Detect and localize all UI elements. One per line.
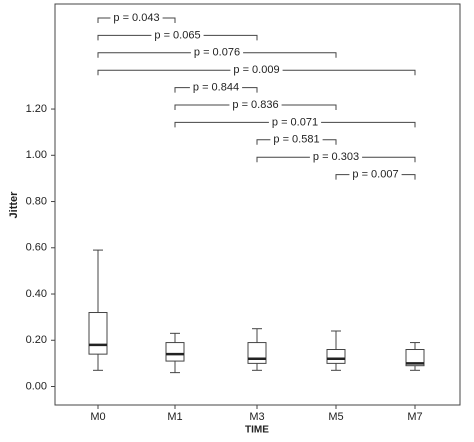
significance-bracket [256,156,416,163]
significance-bracket [335,174,416,180]
significance-bracket [174,104,337,110]
y-tick-label: 1.00 [26,149,47,161]
box [247,342,267,364]
significance-bracket [256,139,337,145]
p-value-label: p = 0.303 [313,151,359,163]
x-tick-label: M0 [90,411,105,423]
x-axis-label: TIME [245,425,269,436]
p-value-label: p = 0.076 [194,47,240,59]
y-tick-label: 1.20 [26,103,47,115]
x-tick-label: M3 [249,411,264,423]
p-value-label: p = 0.071 [272,116,318,128]
significance-bracket [174,121,416,128]
significance-bracket [97,17,176,23]
box [165,342,185,362]
p-value-label: p = 0.043 [113,12,159,24]
y-tick-label: 0.80 [26,195,47,207]
significance-bracket [97,52,337,58]
p-value-label: p = 0.581 [273,134,319,146]
y-tick-label: 0.00 [26,380,47,392]
p-value-label: p = 0.007 [352,169,398,181]
box [88,312,108,355]
y-tick-label: 0.40 [26,288,47,300]
box [405,349,425,367]
y-tick-label: 0.20 [26,334,47,346]
box [326,349,346,364]
p-value-label: p = 0.065 [154,29,200,41]
p-value-label: p = 0.009 [233,64,279,76]
x-tick-label: M1 [167,411,182,423]
p-value-label: p = 0.836 [232,99,278,111]
y-axis-label: Jitter [8,191,20,219]
significance-bracket [97,69,416,76]
x-tick-label: M7 [407,411,422,423]
x-tick-label: M5 [328,411,343,423]
y-tick-label: 0.60 [26,242,47,254]
significance-bracket [97,34,258,41]
significance-bracket [174,87,258,93]
p-value-label: p = 0.844 [193,82,239,94]
